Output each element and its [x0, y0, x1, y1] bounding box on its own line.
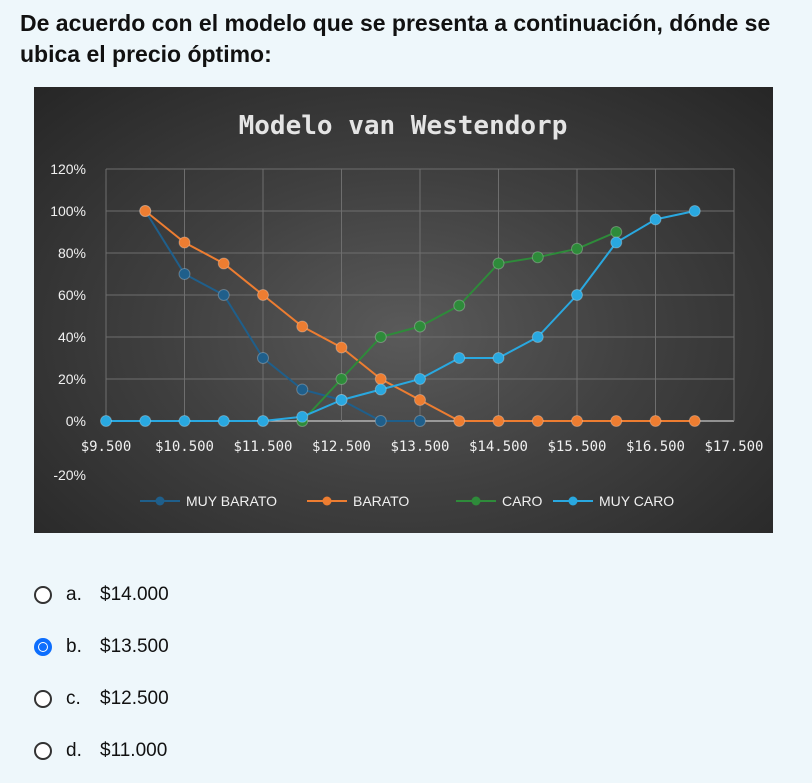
legend-label: MUY BARATO — [186, 493, 277, 509]
data-point — [610, 415, 623, 427]
radio-button-b[interactable] — [34, 638, 52, 656]
option-text: $14.000 — [100, 584, 169, 605]
chart-title: Modelo van Westendorp — [239, 111, 568, 141]
data-point — [571, 242, 583, 255]
x-tick-label: $16.500 — [626, 439, 685, 455]
option-c[interactable]: c. $12.500 — [34, 676, 169, 722]
option-letter: b. — [66, 636, 82, 657]
series-line-caro — [301, 231, 617, 422]
data-point — [257, 415, 269, 427]
data-point — [139, 205, 152, 217]
x-tick-label: $13.500 — [390, 439, 449, 455]
chart-card: Modelo van Westendorp -20% 0% 20% 40% 60% 80%… — [34, 87, 773, 533]
legend-swatch-marker — [322, 496, 332, 506]
data-point — [649, 213, 662, 226]
legend-label: MUY CARO — [599, 493, 674, 509]
x-tick-label: $15.500 — [547, 439, 606, 455]
x-tick-label: $17.500 — [704, 439, 763, 455]
x-tick-label: $14.500 — [469, 439, 528, 455]
radio-button-c[interactable] — [34, 690, 52, 708]
x-tick-label: $12.500 — [312, 439, 371, 455]
data-point — [178, 268, 191, 280]
data-point — [374, 331, 387, 343]
option-letter: d. — [66, 740, 82, 761]
question-text: De acuerdo con el modelo que se presenta… — [20, 10, 771, 67]
x-tick-label: $10.500 — [155, 439, 214, 455]
data-point — [414, 415, 426, 427]
data-point — [257, 352, 269, 364]
option-d[interactable]: d. $11.000 — [34, 728, 167, 774]
option-text: $13.500 — [100, 636, 169, 657]
data-point — [571, 415, 583, 427]
data-point — [610, 236, 623, 249]
data-point — [178, 415, 191, 427]
data-point — [296, 320, 309, 333]
y-tick-label: 60% — [58, 287, 86, 303]
y-tick-label: 80% — [58, 245, 86, 261]
y-tick-label: 0% — [66, 413, 86, 429]
option-letter: a. — [66, 584, 82, 605]
data-point — [453, 299, 466, 312]
option-text: $12.500 — [100, 688, 169, 709]
data-point — [688, 415, 701, 427]
option-b[interactable]: b. $13.500 — [34, 624, 169, 670]
data-point — [531, 415, 544, 427]
legend-swatch-marker — [568, 496, 578, 506]
data-point — [100, 415, 112, 427]
data-point — [571, 289, 583, 301]
y-tick-label: -20% — [53, 467, 86, 483]
radio-button-a[interactable] — [34, 586, 52, 604]
legend-swatch-marker — [155, 496, 165, 506]
y-tick-label: 20% — [58, 371, 86, 387]
data-point — [217, 415, 230, 427]
data-point — [531, 331, 544, 343]
series-line-muy-barato — [144, 210, 420, 422]
data-point — [139, 415, 152, 427]
radio-button-d[interactable] — [34, 742, 52, 760]
data-point — [374, 373, 387, 385]
data-point — [453, 415, 466, 427]
data-point — [492, 415, 505, 427]
data-point — [414, 320, 426, 333]
data-point — [453, 352, 466, 364]
option-letter: c. — [66, 688, 81, 709]
series-line-muy-caro — [106, 210, 696, 422]
y-tick-label: 120% — [50, 161, 86, 177]
data-point — [649, 415, 662, 427]
y-tick-label: 40% — [58, 329, 86, 345]
y-tick-label: 100% — [50, 203, 86, 219]
data-point — [217, 257, 230, 270]
x-tick-label: $9.500 — [81, 439, 132, 455]
option-text: $11.000 — [100, 740, 168, 761]
x-tick-label: $11.500 — [233, 439, 292, 455]
data-point — [296, 410, 309, 423]
data-point — [688, 205, 701, 217]
data-point — [217, 289, 230, 301]
van-westendorp-chart: Modelo van Westendorp -20% 0% 20% 40% 60% 80%… — [50, 111, 763, 509]
data-point — [374, 415, 387, 427]
data-point — [531, 251, 544, 264]
data-point — [414, 394, 426, 406]
legend-label: BARATO — [353, 493, 409, 509]
data-point — [335, 394, 348, 406]
data-point — [257, 289, 269, 301]
data-point — [374, 383, 387, 396]
data-point — [610, 226, 623, 238]
legend-label: CARO — [502, 493, 543, 509]
legend-swatch-marker — [471, 496, 481, 506]
data-point — [335, 373, 348, 385]
option-a[interactable]: a. $14.000 — [34, 572, 169, 618]
data-point — [296, 383, 309, 396]
data-point — [178, 236, 191, 249]
data-point — [492, 257, 505, 270]
data-point — [414, 373, 426, 385]
data-point — [335, 341, 348, 354]
data-point — [492, 352, 505, 364]
